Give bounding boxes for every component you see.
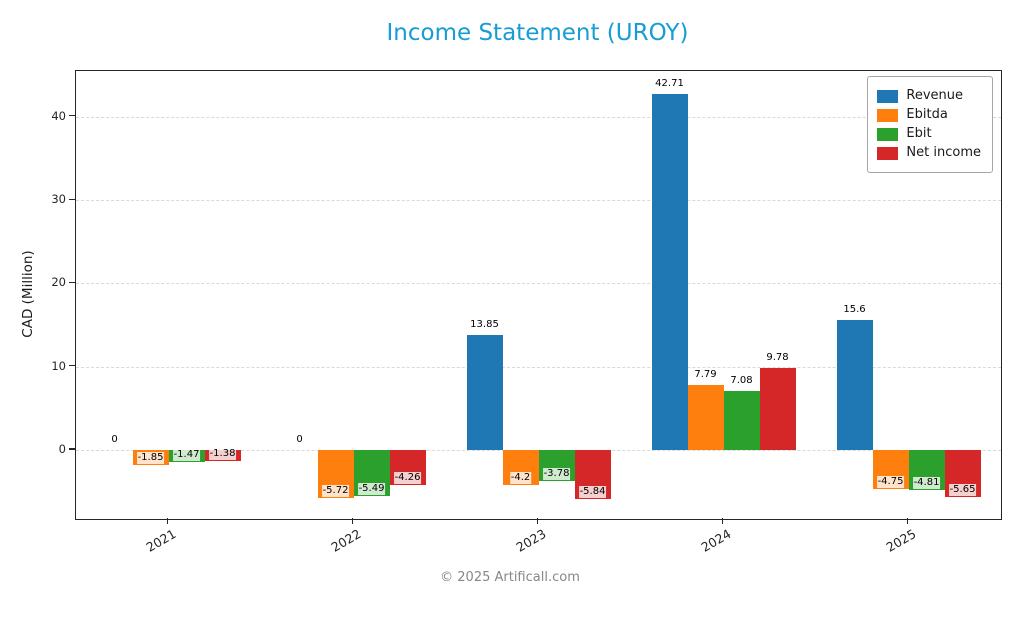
legend-swatch-icon — [877, 89, 899, 103]
gridline — [76, 366, 1001, 368]
bar-value-label: -1.38 — [208, 448, 237, 461]
bar-value-label: 13.85 — [470, 318, 499, 330]
x-tick-mark — [167, 518, 169, 524]
gridline — [76, 200, 1001, 202]
bar-value-label: 9.78 — [766, 352, 789, 364]
bar-value-label: -1.47 — [172, 449, 201, 462]
bar-value-label: -4.26 — [393, 472, 422, 485]
x-tick-mark — [352, 518, 354, 524]
bar-value-label: 15.6 — [843, 303, 866, 315]
legend-item-revenue: Revenue — [877, 88, 981, 104]
y-tick-mark — [69, 365, 75, 367]
bar-value-label: 0 — [111, 433, 118, 445]
y-tick-label: 40 — [51, 108, 66, 123]
y-tick-mark — [69, 281, 75, 284]
plot-area: 0 0 13.85 42.71 15.6 -1.85 -5.72 -4.2 7.79 -4.75-… — [75, 70, 1002, 520]
legend-swatch-icon — [877, 127, 899, 141]
x-tick-mark — [537, 518, 539, 524]
bar-value-label: -5.72 — [321, 484, 350, 497]
bar-net-income-2024 — [759, 368, 796, 450]
bar-value-label: 42.71 — [655, 78, 684, 90]
y-tick-mark — [69, 448, 75, 450]
legend-item-net-income: Net income — [877, 145, 981, 161]
legend-swatch-icon — [877, 108, 899, 122]
footer-credit: © 2025 Artificall.com — [440, 570, 580, 585]
bar-value-label: 0 — [296, 433, 303, 445]
bar-revenue-2025 — [836, 319, 873, 450]
x-tick-mark — [722, 518, 724, 524]
x-tick-mark — [907, 518, 909, 524]
y-tick-label: 20 — [51, 275, 66, 290]
legend-item-ebitda: Ebitda — [877, 107, 981, 123]
legend-item-label: Ebit — [906, 126, 932, 141]
y-tick-label: 10 — [51, 358, 66, 373]
chart-title: Income Statement (UROY) — [386, 20, 689, 46]
y-tick-mark — [69, 115, 75, 117]
bar-value-label: -1.85 — [136, 452, 165, 465]
bar-revenue-2024 — [651, 94, 688, 450]
bar-revenue-2023 — [466, 334, 503, 450]
legend-swatch-icon — [877, 146, 899, 160]
bar-value-label: 7.79 — [694, 369, 717, 381]
legend-item-label: Net income — [906, 145, 981, 160]
legend: Revenue Ebitda Ebit Net income — [867, 76, 993, 173]
gridline — [76, 116, 1001, 118]
legend-item-ebit: Ebit — [877, 126, 981, 142]
bar-value-label: -4.2 — [509, 471, 532, 484]
bar-value-label: -5.84 — [578, 485, 607, 498]
y-tick-label: 30 — [51, 192, 66, 207]
legend-item-label: Ebitda — [906, 107, 948, 122]
y-tick-label: 0 — [58, 441, 66, 456]
y-tick-mark — [69, 198, 75, 200]
bar-value-label: -5.65 — [948, 483, 977, 496]
legend-item-label: Revenue — [906, 88, 964, 103]
bar-value-label: -4.75 — [876, 476, 905, 489]
bar-ebitda-2024 — [687, 385, 724, 450]
bar-value-label: 7.08 — [730, 374, 753, 386]
bar-value-label: -4.81 — [912, 476, 941, 489]
bar-value-label: -3.78 — [542, 468, 571, 481]
bar-ebit-2024 — [723, 390, 760, 450]
bar-value-label: -5.49 — [357, 482, 386, 495]
gridline — [76, 283, 1001, 285]
